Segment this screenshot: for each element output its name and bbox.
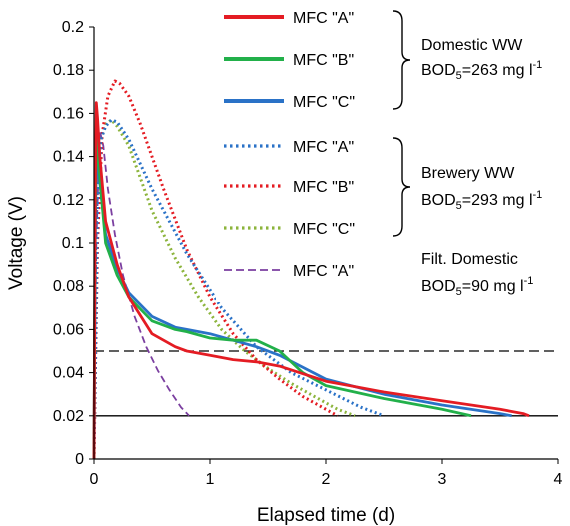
x-tick-label: 0 bbox=[90, 471, 99, 488]
series-line-2 bbox=[92, 129, 472, 460]
legend-background bbox=[216, 2, 570, 302]
y-tick-label: 0.04 bbox=[53, 365, 84, 382]
x-axis-label: Elapsed time (d) bbox=[257, 505, 395, 526]
y-axis-label: Voltage (V) bbox=[6, 196, 27, 290]
y-tick-label: 0.18 bbox=[53, 62, 84, 79]
y-tick-label: 0.16 bbox=[53, 105, 84, 122]
legend-label-5: MFC "B" bbox=[293, 179, 354, 196]
axes: 0 0.02 0.04 0.06 0.08 0.1 0.12 0.14 0.16 0.18 0.2 0… bbox=[53, 19, 563, 488]
y-tick-label: 0.2 bbox=[62, 19, 84, 36]
group-bod-1: BOD5=263 mg l-1 bbox=[421, 59, 542, 82]
legend-label-4: MFC "A" bbox=[293, 139, 354, 156]
group-bod-2: BOD5=293 mg l-1 bbox=[421, 189, 542, 212]
legend: MFC "A" MFC "B" MFC "C" MFC "A" MFC "B" MFC "… bbox=[216, 2, 570, 302]
y-tick-label: 0.12 bbox=[53, 192, 84, 209]
legend-label-2: MFC "B" bbox=[293, 52, 354, 69]
group-bracket-brewery bbox=[392, 137, 411, 237]
legend-label-6: MFC "C" bbox=[293, 221, 355, 238]
y-tick-label: 0.08 bbox=[53, 278, 84, 295]
plot-lines bbox=[92, 79, 558, 460]
y-tick-label: 0.14 bbox=[53, 149, 84, 166]
series-line-7 bbox=[93, 129, 190, 460]
legend-label-3: MFC "C" bbox=[293, 94, 355, 111]
group-label-2: Brewery WW bbox=[421, 165, 515, 182]
x-tick-label: 3 bbox=[438, 471, 447, 488]
y-tick-label: 0.02 bbox=[53, 408, 84, 425]
group-bod-3: BOD5=90 mg l-1 bbox=[421, 275, 533, 298]
series-line-5 bbox=[92, 79, 339, 460]
legend-label-7: MFC "A" bbox=[293, 263, 354, 280]
x-tick-label: 1 bbox=[206, 471, 215, 488]
group-label-1: Domestic WW bbox=[421, 37, 523, 54]
x-tick-label: 2 bbox=[322, 471, 331, 488]
series-line-1 bbox=[92, 101, 530, 460]
y-tick-label: 0.06 bbox=[53, 321, 84, 338]
x-tick-label: 4 bbox=[554, 471, 563, 488]
group-label-3: Filt. Domestic bbox=[421, 251, 518, 268]
y-tick-label: 0.1 bbox=[62, 235, 84, 252]
y-tick-label: 0 bbox=[75, 451, 84, 468]
legend-label-1: MFC "A" bbox=[293, 10, 354, 27]
group-bracket-domestic bbox=[392, 10, 411, 110]
